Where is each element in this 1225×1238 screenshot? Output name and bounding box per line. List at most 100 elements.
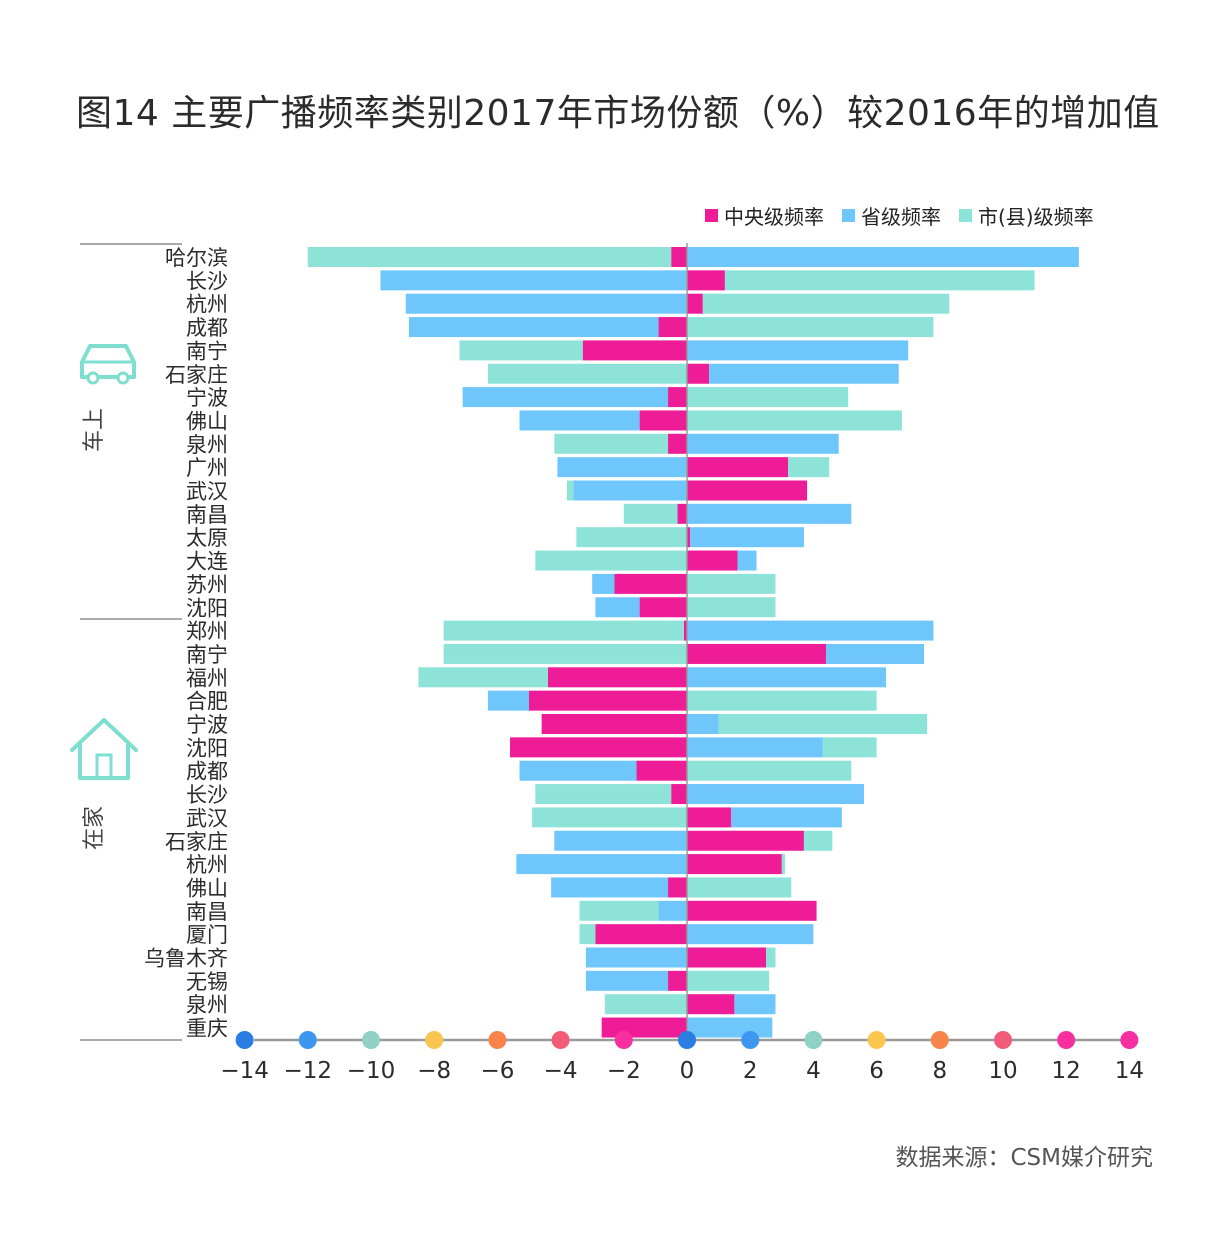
category-label: 太原: [186, 526, 228, 550]
x-tick-label: 10: [988, 1058, 1017, 1084]
bar-central: [687, 527, 691, 548]
bar-city: [687, 760, 852, 781]
bar-provincial: [595, 597, 640, 618]
bar-central: [547, 667, 687, 688]
bar-city: [687, 690, 877, 711]
x-tick-label: −8: [417, 1058, 451, 1084]
x-tick-dot: [994, 1031, 1012, 1049]
x-tick-label: 8: [932, 1058, 947, 1084]
bar-central: [677, 503, 687, 524]
bar-provincial: [592, 573, 615, 594]
x-tick-label: 14: [1115, 1058, 1144, 1084]
x-tick-label: −4: [544, 1058, 578, 1084]
bar-provincial: [687, 247, 1079, 267]
category-label: 石家庄: [165, 363, 228, 387]
bar-provincial: [687, 737, 823, 758]
bar-provincial: [687, 620, 934, 641]
bar-city: [803, 830, 833, 851]
bar-city: [604, 994, 687, 1015]
source-note: 数据来源：CSM媒介研究: [895, 1145, 1153, 1171]
bar-city: [822, 737, 877, 758]
legend-item-city: 市(县)级频率: [959, 201, 1094, 230]
bar-city: [535, 550, 687, 571]
bar-central: [687, 947, 766, 968]
bar-central: [683, 620, 687, 641]
bar-provincial: [557, 457, 687, 478]
bar-city: [535, 784, 672, 805]
category-label: 长沙: [186, 269, 228, 293]
bar-city: [687, 387, 849, 408]
category-label: 成都: [186, 760, 228, 784]
bar-city: [443, 620, 684, 641]
category-label: 宁波: [186, 713, 228, 737]
category-label: 泉州: [186, 993, 228, 1017]
x-tick-dot: [930, 1031, 949, 1049]
category-label: 郑州: [186, 620, 228, 644]
bar-central: [595, 924, 687, 945]
bar-provincial: [690, 527, 804, 548]
bar-provincial: [658, 900, 687, 921]
bar-provincial: [687, 667, 887, 688]
bar-central: [582, 340, 687, 361]
bar-central: [668, 970, 687, 991]
bar-city: [307, 247, 672, 267]
x-tick-dot: [235, 1031, 254, 1049]
x-tick-label: 2: [743, 1058, 758, 1084]
legend-label-central: 中央级频率: [724, 205, 824, 229]
legend-swatch-city: [959, 209, 972, 222]
category-label: 大连: [186, 550, 228, 574]
bar-provincial: [687, 924, 814, 945]
bar-central: [636, 760, 687, 781]
bar-provincial: [519, 410, 640, 431]
category-label: 佛山: [186, 876, 228, 900]
category-label: 南昌: [186, 900, 228, 924]
category-label: 厦门: [186, 923, 228, 947]
category-label: 武汉: [186, 480, 228, 504]
category-label: 沈阳: [186, 736, 228, 760]
x-tick-dot: [614, 1031, 633, 1049]
bar-city: [687, 573, 776, 594]
bar-city: [623, 503, 678, 524]
bar-provincial: [709, 363, 899, 384]
bar-city: [443, 643, 687, 664]
bar-provincial: [687, 433, 839, 454]
bar-central: [671, 784, 687, 805]
category-label: 成都: [186, 316, 228, 340]
bar-provincial: [551, 877, 669, 898]
bar-central: [614, 573, 687, 594]
x-tick-dot: [804, 1031, 823, 1049]
bar-central: [687, 900, 817, 921]
bar-central: [668, 433, 687, 454]
x-tick-label: −14: [220, 1058, 269, 1084]
category-label: 泉州: [186, 433, 228, 457]
category-label: 无锡: [186, 970, 228, 994]
bar-provincial: [687, 714, 719, 734]
bar-provincial: [737, 550, 757, 571]
x-tick-dot: [678, 1031, 696, 1049]
legend-label-city: 市(县)级频率: [978, 205, 1094, 229]
category-label: 杭州: [186, 293, 228, 317]
bar-city: [576, 527, 687, 548]
bar-provincial: [687, 503, 852, 524]
category-label: 南昌: [186, 503, 228, 527]
category-label: 合肥: [186, 690, 228, 714]
x-tick-dot: [1057, 1031, 1076, 1049]
car-icon-wheel: [116, 371, 130, 385]
bar-central: [541, 714, 687, 734]
bar-city: [766, 947, 776, 968]
bar-central: [510, 737, 687, 758]
bar-provincial: [408, 317, 659, 338]
car-icon-wheel: [86, 371, 100, 385]
legend-label-provincial: 省级频率: [861, 205, 941, 229]
bar-central: [687, 994, 735, 1015]
bar-central: [687, 550, 738, 571]
house-icon-walls: [78, 744, 130, 780]
bar-provincial: [573, 480, 687, 501]
bar-central: [687, 457, 789, 478]
bar-central: [639, 410, 687, 431]
bar-provincial: [487, 690, 529, 711]
x-tick-label: 4: [806, 1058, 821, 1084]
category-label: 长沙: [186, 783, 228, 807]
bar-city: [418, 667, 548, 688]
